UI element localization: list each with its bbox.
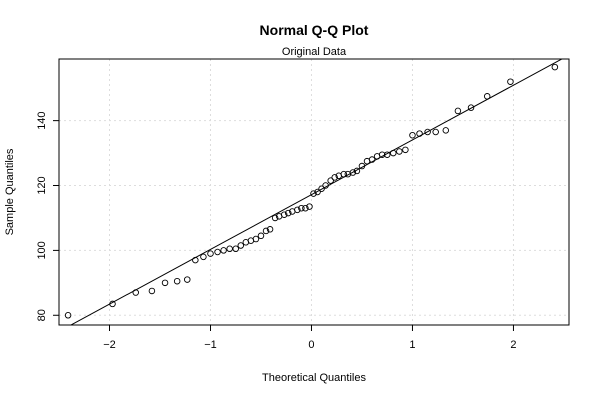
data-point xyxy=(262,227,270,235)
data-point xyxy=(318,185,325,193)
data-point xyxy=(148,287,156,295)
y-axis-label: Sample Quantiles xyxy=(4,148,16,235)
data-point xyxy=(257,232,265,240)
data-point xyxy=(322,182,329,189)
data-point xyxy=(467,104,475,111)
data-point xyxy=(280,211,288,218)
data-point xyxy=(424,128,431,136)
data-point xyxy=(161,279,169,287)
y-tick-label: 140 xyxy=(36,111,48,129)
y-tick-label: 120 xyxy=(36,176,48,194)
data-point xyxy=(132,289,140,296)
data-point xyxy=(454,107,462,115)
reference-line xyxy=(69,59,563,325)
data-point xyxy=(266,226,274,233)
data-point xyxy=(396,148,403,155)
plot-frame xyxy=(58,58,570,326)
data-point xyxy=(368,156,376,163)
data-point xyxy=(507,78,514,85)
data-point xyxy=(184,276,191,283)
reference-line-group xyxy=(69,59,563,325)
x-tick-label: 1 xyxy=(409,339,415,351)
y-axis: 80 100 120 140 xyxy=(36,111,60,321)
data-point xyxy=(214,248,221,256)
data-point xyxy=(409,131,416,139)
data-point xyxy=(232,245,239,253)
data-point xyxy=(327,177,334,184)
data-point xyxy=(302,204,309,212)
data-point xyxy=(442,127,450,134)
x-tick-label: 2 xyxy=(510,339,516,351)
data-point xyxy=(237,242,245,249)
data-point xyxy=(390,149,397,157)
data-point xyxy=(284,209,292,217)
data-point xyxy=(226,245,233,253)
data-point xyxy=(252,235,260,243)
data-point xyxy=(353,167,361,175)
x-axis-label: Theoretical Quantiles xyxy=(262,372,366,384)
data-point xyxy=(314,188,321,196)
data-point xyxy=(298,204,305,212)
data-point xyxy=(200,253,207,261)
data-point xyxy=(220,247,227,254)
x-axis: −2 −1 0 1 2 xyxy=(103,324,517,351)
data-point xyxy=(173,277,181,285)
data-point xyxy=(358,162,366,170)
data-point xyxy=(207,250,214,257)
x-tick-label: −1 xyxy=(204,339,217,351)
data-point xyxy=(331,174,338,181)
data-point xyxy=(416,130,423,137)
data-point xyxy=(310,190,317,197)
data-point xyxy=(432,128,439,136)
data-point xyxy=(551,63,559,71)
x-tick-label: 0 xyxy=(308,339,314,351)
y-tick-label: 100 xyxy=(36,241,48,259)
data-point xyxy=(294,206,301,214)
x-tick-label: −2 xyxy=(103,339,116,351)
y-tick-label: 80 xyxy=(36,309,48,321)
data-point xyxy=(349,169,357,176)
grid xyxy=(59,59,569,325)
data-point xyxy=(340,170,348,178)
data-point xyxy=(109,300,116,308)
data-point xyxy=(383,151,391,158)
data-point xyxy=(483,93,491,100)
data-points xyxy=(64,63,559,319)
data-point xyxy=(378,151,386,158)
data-point xyxy=(64,312,72,319)
data-point xyxy=(402,146,409,154)
data-point xyxy=(306,203,313,210)
data-point xyxy=(192,256,199,264)
chart-subtitle: Original Data xyxy=(282,46,347,58)
chart-title: Normal Q-Q Plot xyxy=(260,22,369,38)
data-point xyxy=(271,214,279,222)
